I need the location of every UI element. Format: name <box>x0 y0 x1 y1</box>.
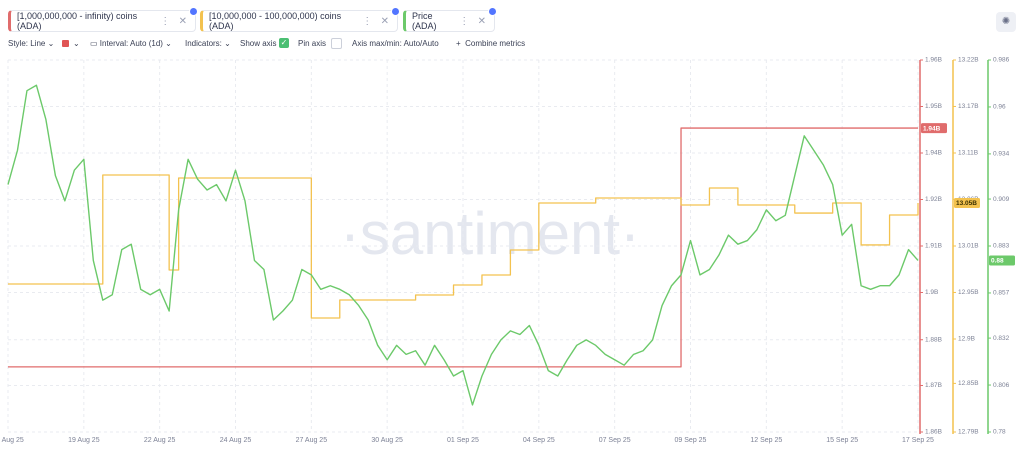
tab-label: [1,000,000,000 - infinity) coins (ADA) <box>17 11 138 31</box>
x-tick-label: 27 Aug 25 <box>296 437 328 444</box>
tab-dot <box>488 7 497 16</box>
x-tick-label: 12 Sep 25 <box>750 437 782 444</box>
y-tick-label: 13.22B <box>958 57 979 64</box>
y-tick-label: 1.94B <box>925 150 942 157</box>
y-tick-label: 0.883 <box>993 243 1010 250</box>
tab-label: [10,000,000 - 100,000,000) coins (ADA) <box>209 11 342 31</box>
last-value-label: 1.94B <box>923 125 941 132</box>
series-line <box>8 127 918 368</box>
x-tick-label: 30 Aug 25 <box>371 437 403 444</box>
tab-dot <box>189 7 198 16</box>
combine-button[interactable]: + Combine metrics <box>456 39 526 48</box>
last-value-box <box>954 198 980 209</box>
y-tick-label: 13.17B <box>958 103 979 110</box>
y-tick-label: 1.9B <box>925 289 938 296</box>
x-tick-label: 09 Sep 25 <box>675 437 707 444</box>
y-tick-label: 0.806 <box>993 382 1010 389</box>
tab-icons[interactable]: ⋮ ✕ <box>362 15 389 27</box>
y-tick-label: 0.934 <box>993 151 1010 158</box>
y-tick-label: 12.85B <box>958 380 979 387</box>
tab-dot <box>391 7 400 16</box>
indicators-select[interactable]: Indicators: ⌄ <box>185 39 231 48</box>
toolbar-text: Axis max/min: Auto/Auto <box>352 39 439 48</box>
y-tick-label: 1.95B <box>925 103 942 110</box>
metric-tab[interactable]: [1,000,000,000 - infinity) coins (ADA) ⋮ … <box>8 7 198 32</box>
checkbox[interactable] <box>331 38 342 49</box>
y-tick-label: 1.92B <box>925 196 942 203</box>
y-tick-label: 1.86B <box>925 429 942 436</box>
y-tick-label: 0.96 <box>993 104 1006 111</box>
y-tick-label: 0.857 <box>993 290 1010 297</box>
x-tick-label: 04 Sep 25 <box>523 437 555 444</box>
tab-icons[interactable]: ⋮ ✕ <box>160 15 187 27</box>
color-swatch[interactable] <box>62 40 69 47</box>
y-tick-label: 12.9B <box>958 336 975 343</box>
x-tick-label: 07 Sep 25 <box>599 437 631 444</box>
x-tick-label: 01 Sep 25 <box>447 437 479 444</box>
axis-minmax[interactable]: Axis max/min: Auto/Auto <box>352 39 439 48</box>
toolbar-text: Indicators: <box>185 39 222 48</box>
last-value-box <box>989 255 1015 266</box>
x-tick-label: 24 Aug 25 <box>220 437 252 444</box>
y-tick-label: 0.986 <box>993 57 1010 64</box>
y-tick-label: 1.87B <box>925 382 942 389</box>
last-value-label: 0.88 <box>991 258 1004 265</box>
y-tick-label: 12.95B <box>958 289 979 296</box>
y-tick-label: 0.832 <box>993 335 1010 342</box>
y-tick-label: 1.96B <box>925 57 942 64</box>
metric-tab[interactable]: Price (ADA) ⋮ ✕ <box>403 7 497 32</box>
y-tick-label: 13.11B <box>958 150 978 157</box>
toolbar-text: Style: Line <box>8 39 46 48</box>
y-tick-label: 1.88B <box>925 336 942 343</box>
pin-axis-label: Pin axis <box>298 39 327 48</box>
x-tick-label: 22 Aug 25 <box>144 437 176 444</box>
swatch-caret[interactable]: ⌄ <box>73 39 80 48</box>
y-tick-label: 0.909 <box>993 196 1010 203</box>
toolbar-text: Interval: Auto (1d) <box>99 39 163 48</box>
style-select[interactable]: Style: Line ⌄ <box>8 39 55 48</box>
interval-select[interactable]: ▭ Interval: Auto (1d) ⌄ <box>90 39 172 48</box>
x-tick-label: 16 Aug 25 <box>0 437 24 444</box>
y-tick-label: 0.78 <box>993 429 1006 436</box>
series-line <box>7 84 919 406</box>
last-value-box <box>921 123 947 134</box>
y-tick-label: 1.91B <box>925 243 942 250</box>
series-line <box>8 174 919 319</box>
x-tick-label: 19 Aug 25 <box>68 437 100 444</box>
metric-tab[interactable]: [10,000,000 - 100,000,000) coins (ADA) ⋮ … <box>200 7 400 32</box>
y-tick-label: 13.01B <box>958 243 979 250</box>
x-tick-label: 15 Sep 25 <box>826 437 858 444</box>
settings-button[interactable]: ✺ <box>996 12 1016 32</box>
x-tick-label: 17 Sep 25 <box>902 437 934 444</box>
toolbar-text: Combine metrics <box>465 39 526 48</box>
checkbox-checked[interactable]: ✓ <box>279 38 289 48</box>
last-value-label: 13.05B <box>956 200 977 207</box>
show-axis-label: Show axis <box>240 39 277 48</box>
tab-icons[interactable]: ⋮ ✕ <box>459 15 486 27</box>
watermark: ·santiment· <box>340 200 640 267</box>
y-tick-label: 12.79B <box>958 429 979 436</box>
tab-label: Price (ADA) <box>412 11 437 31</box>
